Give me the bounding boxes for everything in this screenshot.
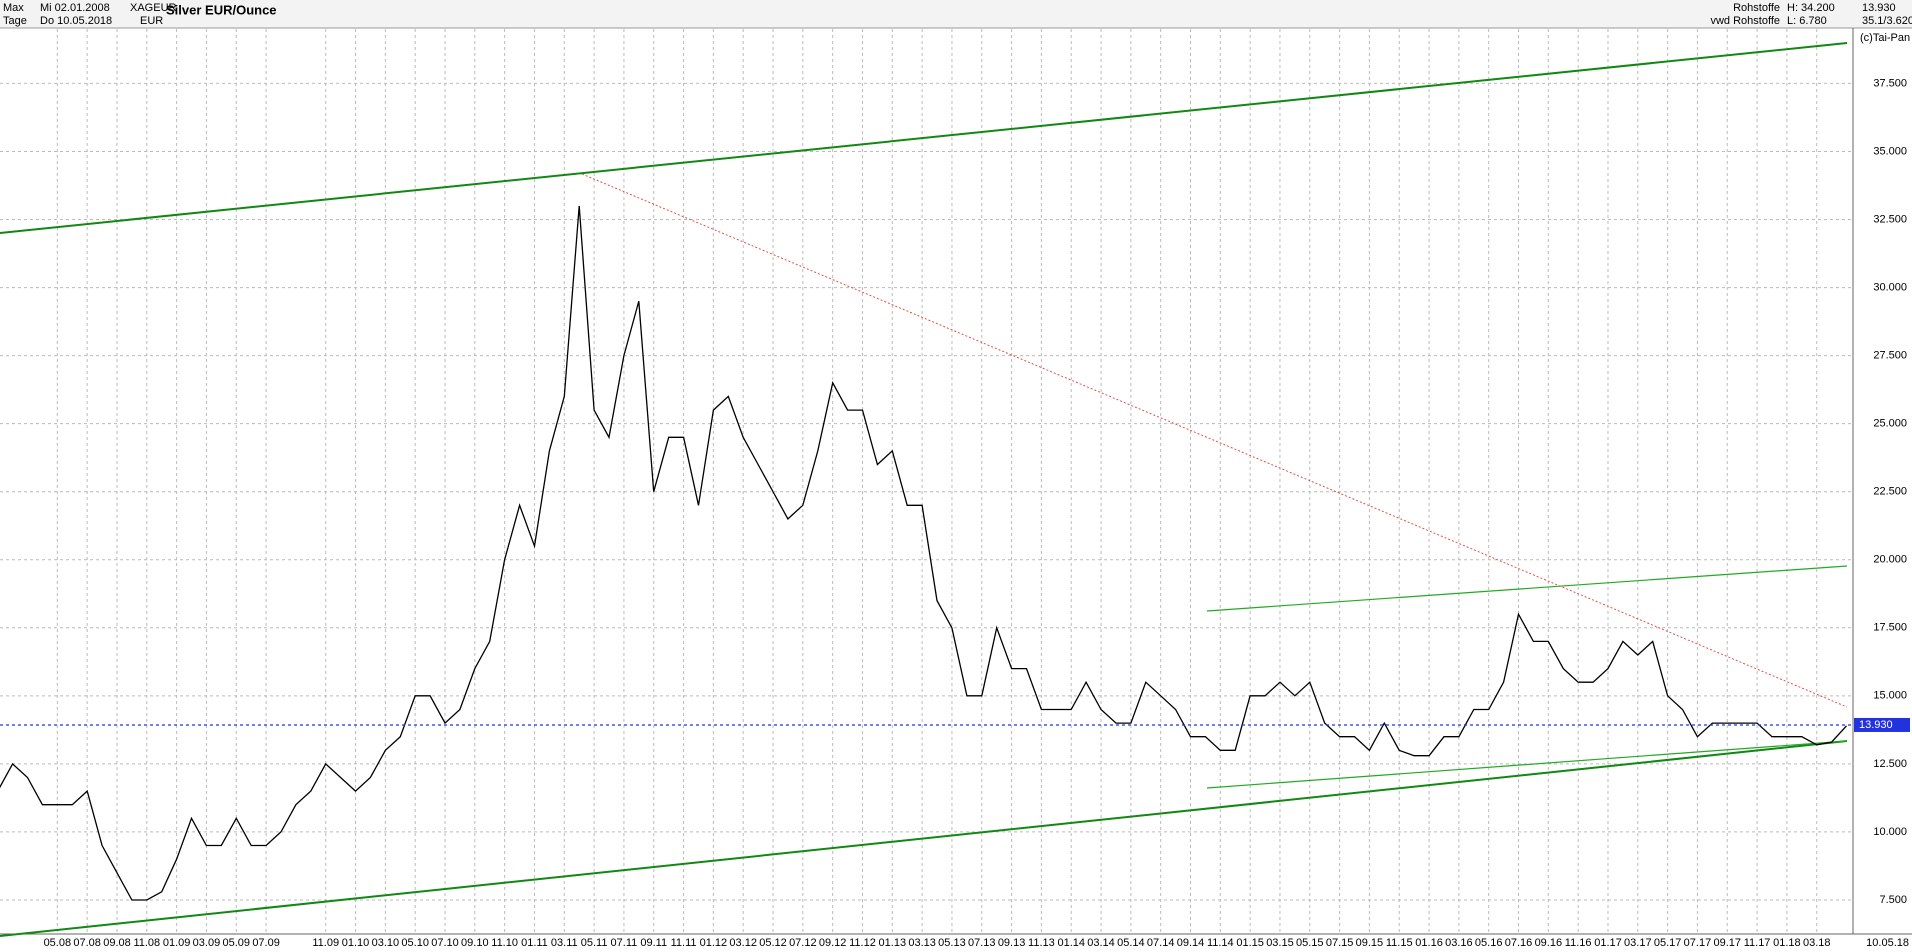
x-tick-label: 09.15 [1356, 937, 1384, 949]
low: L: 6.780 [1787, 15, 1827, 27]
y-tick-label: 25.000 [1873, 418, 1907, 430]
x-tick-label: 09.11 [640, 937, 667, 949]
y-tick-label: 12.500 [1873, 758, 1907, 770]
x-tick-label: 11.15 [1386, 937, 1413, 949]
x-tick-label: 03.15 [1266, 937, 1294, 949]
x-tick-label: 11.09 [312, 937, 339, 949]
trend-line [1206, 740, 1848, 789]
x-tick-label: 09.14 [1177, 937, 1205, 949]
x-tick-label: 07.16 [1505, 937, 1533, 949]
x-tick-label: 01.11 [521, 937, 548, 949]
x-tick-label: 09.13 [998, 937, 1026, 949]
x-tick-label: 03.18 [1803, 937, 1831, 949]
x-tick-label: 05.12 [759, 937, 787, 949]
source: vwd Rohstoffe [1710, 15, 1780, 27]
x-tick-label: 01.14 [1057, 937, 1085, 949]
x-tick-label: 11.10 [491, 937, 518, 949]
y-tick-label: 20.000 [1873, 554, 1907, 566]
start-date: Mi 02.01.2008 [40, 2, 110, 14]
scale: 35.1/3.620 [1862, 15, 1912, 27]
chart-title: Silver EUR/Ounce [166, 2, 277, 17]
last: 13.930 [1862, 2, 1896, 14]
x-tick-label: 05.09 [222, 937, 250, 949]
y-tick-label: 37.500 [1873, 77, 1907, 89]
x-tick-label: 01.15 [1236, 937, 1264, 949]
y-tick-label: 27.500 [1873, 350, 1907, 362]
x-tick-label: 01.13 [879, 937, 907, 949]
x-tick-label: 05.17 [1654, 937, 1682, 949]
x-tick-label: 01.09 [163, 937, 191, 949]
x-tick-label: 09.16 [1535, 937, 1563, 949]
x-tick-label: 07.10 [431, 937, 459, 949]
x-tick-label: 09.08 [103, 937, 131, 949]
trend-line [0, 740, 1848, 937]
x-end-label: 10.05.18 [1866, 937, 1909, 949]
copyright: (c)Tai-Pan [1860, 32, 1910, 44]
last-price-label: 13.930 [1859, 719, 1893, 731]
x-tick-label: 05.11 [581, 937, 608, 949]
x-tick-label: 07.08 [73, 937, 101, 949]
x-tick-label: 05.13 [938, 937, 966, 949]
x-tick-label: 11.12 [849, 937, 876, 949]
x-tick-label: 03.16 [1445, 937, 1473, 949]
y-tick-label: 17.500 [1873, 622, 1907, 634]
x-tick-label: 01.17 [1594, 937, 1622, 949]
x-tick-label: 07.11 [611, 937, 638, 949]
x-tick-label: 05.08 [44, 937, 72, 949]
x-tick-label: 11.13 [1028, 937, 1055, 949]
x-tick-label: 11.14 [1207, 937, 1234, 949]
y-tick-label: 30.000 [1873, 281, 1907, 293]
x-tick-label: 05.16 [1475, 937, 1503, 949]
x-tick-label: 05.15 [1296, 937, 1324, 949]
x-tick-label: 01.16 [1415, 937, 1443, 949]
y-tick-label: 10.000 [1873, 826, 1907, 838]
x-tick-label: 07.09 [252, 937, 280, 949]
y-tick-label: 7.500 [1879, 894, 1907, 906]
price-line [0, 205, 1847, 901]
x-tick-label: 07.14 [1147, 937, 1175, 949]
x-tick-label: 11.08 [133, 937, 160, 949]
y-tick-label: 22.500 [1873, 486, 1907, 498]
x-tick-label: 07.13 [968, 937, 996, 949]
x-tick-label: 05.14 [1117, 937, 1145, 949]
symbol: XAGEUR [130, 2, 177, 14]
trend-line [0, 42, 1848, 234]
x-tick-label: 03.09 [193, 937, 221, 949]
x-tick-label: 07.15 [1326, 937, 1354, 949]
x-tick-label: 09.12 [819, 937, 847, 949]
end-date: Do 10.05.2018 [40, 15, 112, 27]
y-tick-label: 32.500 [1873, 213, 1907, 225]
header-bar [0, 0, 1912, 28]
x-tick-label: 03.10 [372, 937, 400, 949]
currency: EUR [140, 15, 163, 27]
x-tick-label: 09.10 [461, 937, 489, 949]
x-tick-label: 01.18 [1773, 937, 1801, 949]
range-select[interactable]: Max [3, 2, 24, 14]
x-tick-label: 11.16 [1565, 937, 1592, 949]
trend-line [1206, 565, 1848, 612]
x-tick-label: 09.17 [1713, 937, 1741, 949]
high: H: 34.200 [1787, 2, 1835, 14]
x-tick-label: 03.11 [551, 937, 578, 949]
x-tick-label: 05.10 [401, 937, 429, 949]
x-tick-label: 07.17 [1684, 937, 1712, 949]
x-tick-label: 03.14 [1087, 937, 1115, 949]
x-tick-label: 11.11 [671, 937, 697, 949]
x-tick-label: 07.12 [789, 937, 817, 949]
x-tick-label: 01.10 [342, 937, 370, 949]
x-tick-label: 03.12 [729, 937, 757, 949]
x-tick-label: 11.17 [1744, 937, 1771, 949]
y-tick-label: 15.000 [1873, 690, 1907, 702]
x-tick-label: 01.12 [700, 937, 728, 949]
y-tick-label: 35.000 [1873, 145, 1907, 157]
trend-line [581, 173, 1848, 708]
market: Rohstoffe [1733, 2, 1780, 14]
x-tick-label: 03.17 [1624, 937, 1652, 949]
last-price-badge [1854, 717, 1910, 732]
x-tick-label: 03.13 [908, 937, 936, 949]
interval-select[interactable]: Tage [3, 15, 27, 27]
